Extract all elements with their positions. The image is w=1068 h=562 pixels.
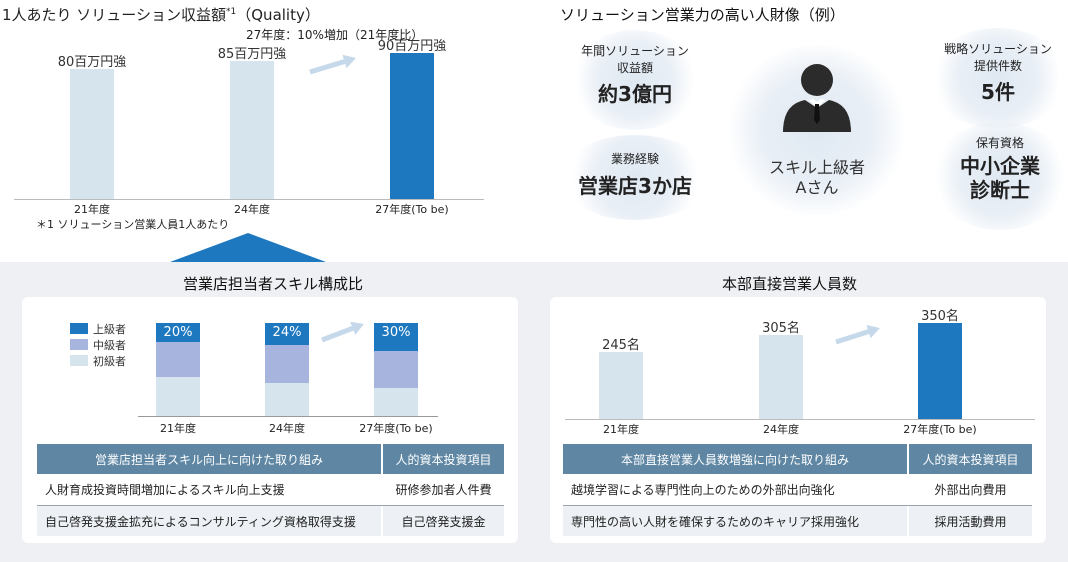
revenue-trend-arrow [309, 54, 356, 75]
skill-advanced-pct-label: 30% [381, 325, 411, 340]
skill-row1-right: 研修参加者人件費 [395, 482, 492, 497]
skill-row2-right: 自己啓発支援金 [383, 506, 504, 536]
skill-bar-segment-中級者 [265, 345, 309, 383]
skill-bar-segment-上級者 [265, 323, 309, 346]
staff-bar [599, 351, 643, 419]
attr-qualification-label: 保有資格 [975, 136, 1024, 150]
skill-advanced-pct-label: 24% [272, 325, 302, 340]
staff-bar-value-label: 245名 [602, 337, 640, 353]
staff-tick-label: 27年度(To be) [903, 423, 977, 436]
attr-revenue-label2: 収益額 [616, 61, 653, 75]
skill-bar-segment-初級者 [156, 376, 200, 416]
skill-row2-left: 自己啓発支援金拡充によるコンサルティング資格取得支援 [37, 506, 381, 536]
skill-bar-segment-中級者 [374, 350, 418, 389]
staff-row1-right: 外部出向費用 [934, 482, 1007, 497]
staff-bar [918, 323, 962, 419]
skill-tick-label: 21年度 [160, 422, 196, 435]
revenue-axis [14, 199, 484, 200]
staff-title: 本部直接営業人員数 [722, 275, 858, 293]
legend-label-beginner: 初級者 [93, 355, 126, 368]
staff-tick-label: 21年度 [603, 423, 639, 436]
staff-row2-right: 採用活動費用 [909, 506, 1032, 536]
staff-row1-left: 越境学習による専門性向上のための外部出向強化 [571, 482, 835, 497]
attr-qualification: 保有資格 中小企業 診断士 [930, 134, 1068, 202]
skill-tick-label: 27年度(To be) [359, 422, 433, 435]
skill-trend-arrow [321, 321, 364, 343]
revenue-title-footnote-mark: *1 [226, 7, 237, 17]
staff-trend-arrow [835, 324, 880, 345]
attr-experience-label: 業務経験 [610, 152, 659, 166]
skill-table-header-right: 人的資本投資項目 [383, 444, 504, 474]
legend-swatch-advanced [70, 323, 88, 334]
revenue-bar-value-label: 90百万円強 [377, 38, 447, 54]
revenue-tick-label: 21年度 [74, 203, 110, 216]
legend-swatch-beginner [70, 355, 88, 366]
legend-swatch-intermediate [70, 339, 88, 350]
attr-solutions-value: 5件 [981, 80, 1015, 104]
staff-bar [759, 335, 803, 419]
section-pointer [170, 233, 326, 262]
staff-bar-value-label: 350名 [921, 309, 959, 325]
staff-row2-left: 専門性の高い人財を確保するためのキャリア採用強化 [563, 506, 907, 536]
person-label-line1: スキル上級者 [768, 158, 865, 177]
revenue-tick-label: 27年度(To be) [375, 203, 449, 216]
skill-table-header-left: 営業店担当者スキル向上に向けた取り組み [37, 444, 381, 474]
staff-row-divider [563, 505, 1032, 506]
revenue-footnote: ＊1 ソリューション営業人員1人あたり [36, 218, 230, 231]
staff-axis [565, 419, 1035, 420]
revenue-bar-value-label: 80百万円強 [57, 55, 127, 70]
attr-solutions: 戦略ソリューション 提供件数 5件 [928, 40, 1068, 105]
attr-solutions-label2: 提供件数 [973, 59, 1022, 73]
attr-solutions-label1: 戦略ソリューション [944, 42, 1052, 56]
skill-bar-segment-上級者 [156, 323, 200, 342]
staff-table-header-left: 本部直接営業人員数増強に向けた取り組み [563, 444, 907, 474]
attr-revenue: 年間ソリューション 収益額 約3億円 [570, 42, 700, 107]
skill-row1-left: 人財育成投資時間増加によるスキル向上支援 [45, 482, 285, 497]
attr-revenue-label1: 年間ソリューション [581, 44, 689, 58]
legend-label-intermediate: 中級者 [93, 339, 126, 352]
person-label-line2: Aさん [795, 178, 839, 197]
legend-label-advanced: 上級者 [93, 323, 126, 336]
skill-advanced-pct-label: 20% [163, 325, 193, 340]
skill-bar-segment-初級者 [374, 388, 418, 416]
attr-experience-value: 営業店3か店 [578, 174, 692, 198]
person-icon [783, 64, 851, 132]
skill-tick-label: 24年度 [269, 422, 305, 435]
attr-experience-bubble [560, 135, 710, 220]
revenue-bar [230, 60, 274, 199]
attr-revenue-value: 約3億円 [598, 82, 672, 106]
skill-bar-segment-初級者 [265, 382, 309, 416]
skill-title: 営業店担当者スキル構成比 [183, 275, 364, 293]
staff-table-header-right: 人的資本投資項目 [909, 444, 1032, 474]
attr-qualification-value: 中小企業 [960, 154, 1040, 178]
attr-experience: 業務経験 営業店3か店 [560, 150, 710, 199]
revenue-tick-label: 24年度 [234, 203, 270, 216]
revenue-title-text: 1人あたり ソリューション収益額 [2, 6, 227, 24]
revenue-title: 1人あたり ソリューション収益額*1（Quality） [2, 4, 320, 25]
person-label: スキル上級者 Aさん [757, 158, 877, 198]
skill-axis [138, 416, 438, 417]
attr-qualification-value2: 診断士 [970, 178, 1030, 202]
attr-revenue-bubble [570, 30, 700, 130]
skill-row-divider [37, 505, 504, 506]
staff-tick-label: 24年度 [763, 423, 799, 436]
revenue-annotation: 27年度：10%増加（21年度比） [246, 28, 424, 42]
staff-bar-value-label: 305名 [762, 321, 800, 337]
attr-qualification-bubble [930, 122, 1068, 230]
revenue-bar-value-label: 85百万円強 [217, 46, 287, 62]
revenue-title-suffix: （Quality） [236, 6, 320, 24]
revenue-bar [70, 69, 114, 199]
skill-bar-segment-上級者 [374, 323, 418, 351]
attr-solutions-bubble [928, 28, 1068, 128]
profile-title: ソリューション営業力の高い人財像（例） [560, 6, 845, 24]
skill-bar-segment-中級者 [156, 341, 200, 377]
revenue-bar [390, 52, 434, 199]
